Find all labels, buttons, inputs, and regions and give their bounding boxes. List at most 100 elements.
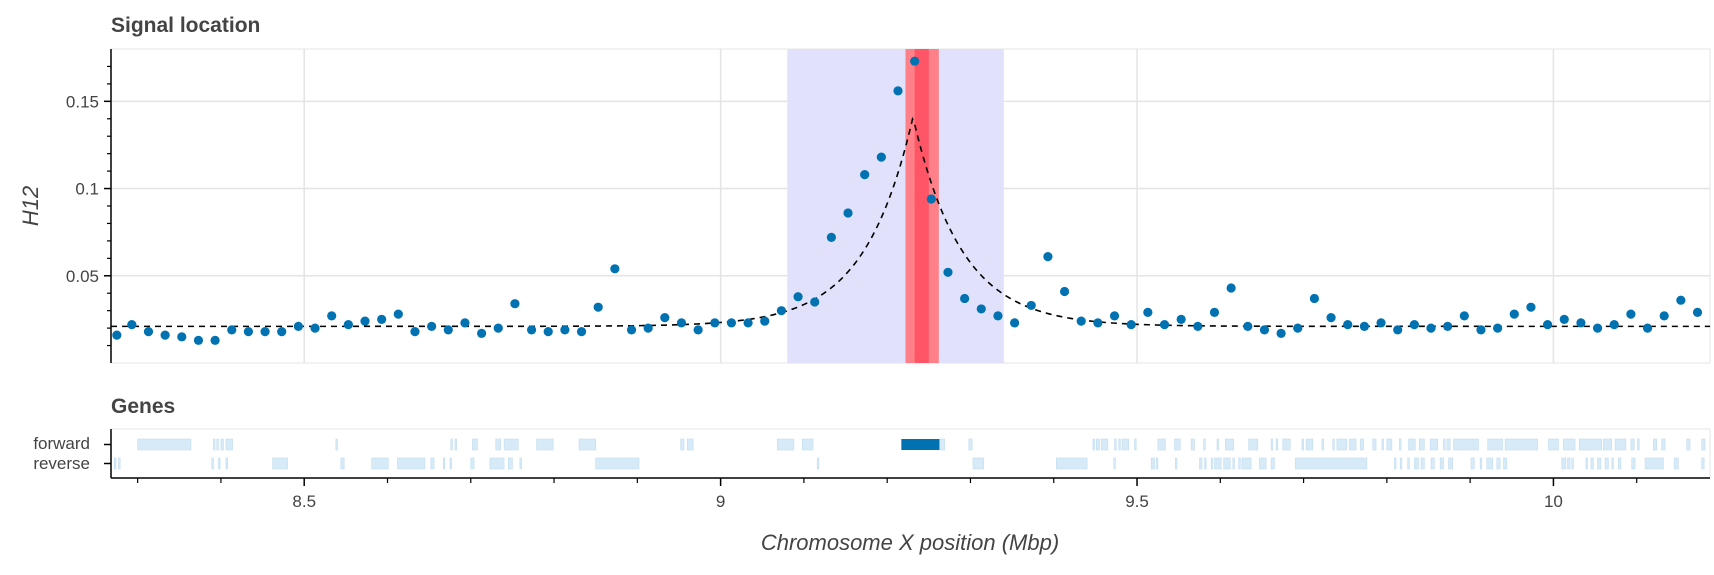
gene-reverse[interactable]: [118, 457, 121, 470]
gene-forward[interactable]: [1225, 438, 1234, 451]
gene-forward[interactable]: [1349, 438, 1357, 451]
signal-point[interactable]: [543, 327, 553, 337]
gene-reverse[interactable]: [442, 457, 446, 470]
gene-reverse[interactable]: [1214, 457, 1222, 470]
reverse-genes-track[interactable]: [114, 457, 1705, 470]
gene-forward[interactable]: [1653, 438, 1658, 451]
signal-point[interactable]: [676, 318, 687, 328]
signal-point[interactable]: [327, 311, 337, 321]
signal-point[interactable]: [726, 318, 737, 328]
signal-point[interactable]: [277, 327, 287, 337]
signal-point[interactable]: [576, 327, 587, 337]
signal-point[interactable]: [1543, 320, 1553, 330]
gene-forward[interactable]: [1321, 438, 1324, 451]
gene-reverse[interactable]: [1394, 457, 1397, 470]
gene-forward[interactable]: [1092, 438, 1095, 451]
gene-forward[interactable]: [1614, 438, 1627, 451]
signal-point[interactable]: [193, 335, 204, 345]
gene-forward[interactable]: [536, 438, 554, 451]
signal-point[interactable]: [876, 152, 886, 162]
gene-reverse[interactable]: [1430, 457, 1435, 470]
gene-reverse[interactable]: [1407, 457, 1410, 470]
signal-point[interactable]: [1226, 283, 1236, 293]
gene-reverse[interactable]: [211, 457, 214, 470]
gene-reverse[interactable]: [1503, 457, 1508, 470]
signal-point[interactable]: [843, 208, 853, 218]
signal-point[interactable]: [1259, 325, 1270, 335]
signal-point[interactable]: [910, 56, 920, 66]
gene-reverse[interactable]: [1199, 457, 1203, 470]
signal-point[interactable]: [1076, 316, 1086, 326]
signal-point[interactable]: [210, 335, 220, 345]
signal-point[interactable]: [1359, 321, 1369, 331]
gene-reverse[interactable]: [340, 457, 345, 470]
gene-forward[interactable]: [1100, 438, 1109, 451]
gene-reverse[interactable]: [114, 457, 117, 470]
gene-reverse[interactable]: [449, 457, 452, 470]
gene-reverse[interactable]: [1259, 457, 1267, 470]
signal-point[interactable]: [177, 332, 187, 342]
gene-forward[interactable]: [1399, 438, 1402, 451]
gene-reverse[interactable]: [1701, 457, 1705, 470]
gene-reverse[interactable]: [1113, 457, 1116, 470]
signal-point[interactable]: [1692, 307, 1703, 318]
signal-point[interactable]: [1093, 318, 1103, 328]
gene-reverse[interactable]: [1496, 457, 1501, 470]
gene-reverse[interactable]: [430, 457, 435, 470]
gene-forward[interactable]: [213, 438, 216, 451]
gene-reverse[interactable]: [1399, 457, 1403, 470]
signal-point[interactable]: [593, 302, 603, 312]
gene-reverse[interactable]: [371, 457, 389, 470]
gene-forward[interactable]: [968, 438, 973, 451]
signal-point[interactable]: [1109, 311, 1120, 321]
signal-point[interactable]: [993, 311, 1003, 321]
gene-reverse[interactable]: [1204, 457, 1207, 470]
gene-forward[interactable]: [578, 438, 596, 451]
signal-point[interactable]: [1159, 320, 1170, 330]
signal-point[interactable]: [160, 330, 170, 340]
gene-reverse[interactable]: [470, 457, 475, 470]
signal-point[interactable]: [1526, 302, 1536, 312]
gene-forward[interactable]: [1114, 438, 1117, 451]
signal-point[interactable]: [310, 323, 320, 333]
gene-forward[interactable]: [1203, 438, 1206, 451]
signal-point[interactable]: [526, 325, 537, 335]
gene-forward[interactable]: [220, 438, 224, 451]
gene-forward[interactable]: [216, 438, 219, 451]
signal-point[interactable]: [743, 318, 753, 328]
signal-point[interactable]: [493, 323, 503, 333]
gene-reverse[interactable]: [1571, 457, 1574, 470]
gene-reverse[interactable]: [1232, 457, 1235, 470]
signal-point[interactable]: [1443, 321, 1453, 331]
gene-forward[interactable]: [503, 438, 519, 451]
gene-reverse[interactable]: [1439, 457, 1444, 470]
signal-point[interactable]: [1476, 325, 1486, 335]
gene-reverse[interactable]: [1175, 457, 1178, 470]
gene-forward[interactable]: [335, 438, 338, 451]
gene-reverse[interactable]: [519, 457, 522, 470]
signal-point[interactable]: [1426, 323, 1436, 333]
signal-point[interactable]: [143, 327, 154, 337]
signal-point[interactable]: [460, 318, 470, 328]
gene-reverse[interactable]: [1604, 457, 1609, 470]
signal-point[interactable]: [393, 309, 403, 319]
gene-forward[interactable]: [939, 438, 945, 451]
gene-reverse[interactable]: [1590, 457, 1594, 470]
signal-point[interactable]: [1559, 314, 1569, 324]
gene-forward[interactable]: [1359, 438, 1364, 451]
gene-reverse[interactable]: [1294, 457, 1368, 470]
signal-point[interactable]: [1026, 300, 1036, 311]
gene-forward[interactable]: [1443, 438, 1446, 451]
signal-point[interactable]: [1376, 318, 1386, 328]
signal-point[interactable]: [1576, 318, 1586, 328]
signal-point[interactable]: [112, 330, 122, 340]
signal-point[interactable]: [760, 316, 770, 326]
gene-forward[interactable]: [1548, 438, 1559, 451]
gene-forward[interactable]: [1190, 438, 1195, 451]
gene-forward[interactable]: [1332, 438, 1335, 451]
signal-point[interactable]: [1393, 325, 1403, 335]
signal-point[interactable]: [943, 267, 953, 277]
gene-forward[interactable]: [1453, 438, 1479, 451]
gene-reverse[interactable]: [1470, 457, 1475, 470]
signal-point[interactable]: [1059, 286, 1070, 297]
